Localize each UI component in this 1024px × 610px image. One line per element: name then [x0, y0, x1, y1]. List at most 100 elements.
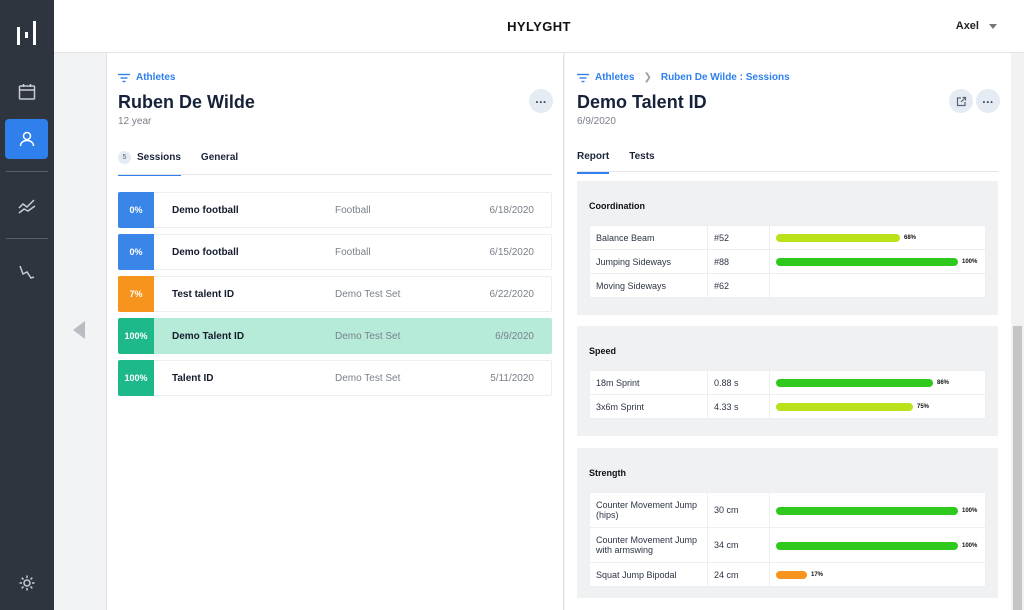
user-name: Axel [955, 20, 979, 32]
tab-sessions-label: Sessions [137, 152, 181, 163]
test-name: Counter Movement Jump (hips) [589, 492, 708, 528]
session-row[interactable]: 0% Demo football Football 6/18/2020 [118, 192, 552, 228]
score-percent: 100% [962, 542, 978, 549]
test-value: #52 [707, 225, 770, 250]
more-icon: ... [982, 92, 994, 106]
athlete-panel: Athletes Ruben De Wilde 12 year ... 5 Se… [107, 53, 564, 610]
user-menu[interactable]: Axel [956, 20, 997, 32]
report-section-speed: Speed 18m Sprint 0.88 s 86% 3x6m Sprint … [577, 326, 998, 436]
tab-report-label: Report [577, 151, 610, 162]
test-value: 30 cm [707, 492, 770, 528]
test-value: 24 cm [707, 562, 770, 587]
user-icon [19, 131, 34, 147]
back-gutter [54, 53, 107, 610]
session-name: Demo football [172, 246, 239, 258]
rail-divider [6, 238, 48, 239]
breadcrumb: Athletes [118, 72, 175, 83]
session-row-selected[interactable]: 100% Demo Talent ID Demo Test Set 6/9/20… [118, 318, 552, 354]
score-bar [776, 506, 958, 515]
tab-divider [577, 171, 998, 172]
logo-icon[interactable] [15, 18, 39, 48]
session-row[interactable]: 7% Test talent ID Demo Test Set 6/22/202… [118, 276, 552, 312]
test-row: Jumping Sideways #88 100% [589, 249, 986, 274]
test-value: 34 cm [707, 527, 770, 563]
filter-icon [118, 73, 130, 82]
chevron-right-icon: ❯ [643, 72, 652, 83]
nav-calendar[interactable] [5, 72, 48, 112]
tab-tests[interactable]: Tests [629, 151, 654, 173]
tab-general-label: General [200, 152, 239, 163]
nav-athletes[interactable] [5, 119, 48, 159]
test-name: 3x6m Sprint [589, 394, 708, 419]
session-progress: 100% [118, 360, 154, 396]
test-value: #62 [707, 273, 770, 298]
test-score: 100% [769, 249, 986, 274]
back-arrow-icon[interactable] [73, 321, 85, 339]
tab-tests-label: Tests [629, 151, 655, 162]
session-type: Football [335, 246, 371, 258]
more-icon: ... [535, 92, 547, 106]
test-value: 0.88 s [707, 370, 770, 395]
session-title: Demo Talent ID [577, 92, 707, 112]
test-table: Counter Movement Jump (hips) 30 cm 100% … [589, 492, 986, 587]
session-progress: 100% [118, 318, 154, 354]
nav-trends[interactable] [5, 186, 48, 226]
tab-sessions[interactable]: 5 Sessions [118, 151, 181, 176]
section-title: Strength [589, 468, 626, 478]
session-type: Football [335, 204, 371, 216]
app-title: HYLYGHT [507, 19, 571, 34]
breadcrumb-sessions[interactable]: Ruben De Wilde : Sessions [660, 72, 790, 83]
report-section-strength: Strength Counter Movement Jump (hips) 30… [577, 448, 998, 598]
sessions-count-badge: 5 [118, 151, 131, 164]
session-progress: 7% [118, 276, 154, 312]
session-name: Demo football [172, 204, 239, 216]
session-name: Talent ID [172, 372, 214, 384]
test-row: Moving Sideways #62 [589, 273, 986, 298]
score-percent: 75% [917, 404, 930, 411]
scrollbar[interactable] [1011, 53, 1024, 610]
score-percent: 86% [937, 380, 950, 387]
nav-analytics[interactable] [5, 252, 48, 292]
export-button[interactable] [949, 89, 973, 113]
test-score: 86% [769, 370, 986, 395]
session-date: 6/15/2020 [489, 246, 535, 258]
breadcrumb-athletes[interactable]: Athletes [136, 72, 176, 83]
tab-report[interactable]: Report [577, 151, 610, 174]
report-section-coordination: Coordination Balance Beam #52 68% Jumpin… [577, 181, 998, 315]
test-score [769, 273, 986, 298]
session-type: Demo Test Set [335, 372, 401, 384]
more-button[interactable]: ... [976, 89, 1000, 113]
more-button[interactable]: ... [529, 89, 553, 113]
test-row: Balance Beam #52 68% [589, 225, 986, 250]
test-score: 68% [769, 225, 986, 250]
session-type: Demo Test Set [335, 330, 401, 342]
session-list: 0% Demo football Football 6/18/2020 0% D… [118, 192, 552, 402]
session-row[interactable]: 0% Demo football Football 6/15/2020 [118, 234, 552, 270]
gear-icon [19, 575, 34, 591]
breadcrumb: Athletes ❯ Ruben De Wilde : Sessions [577, 72, 790, 83]
test-name: Balance Beam [589, 225, 708, 250]
test-value: #88 [707, 249, 770, 274]
test-score: 100% [769, 527, 986, 563]
test-row: 3x6m Sprint 4.33 s 75% [589, 394, 986, 419]
test-score: 75% [769, 394, 986, 419]
session-row[interactable]: 100% Talent ID Demo Test Set 5/11/2020 [118, 360, 552, 396]
session-name: Demo Talent ID [172, 330, 245, 342]
test-table: 18m Sprint 0.88 s 86% 3x6m Sprint 4.33 s… [589, 370, 986, 419]
test-row: Squat Jump Bipodal 24 cm 17% [589, 562, 986, 587]
breadcrumb-athletes[interactable]: Athletes [595, 72, 635, 83]
tab-general[interactable]: General [201, 151, 238, 175]
test-row: Counter Movement Jump (hips) 30 cm 100% [589, 492, 986, 528]
athlete-name: Ruben De Wilde [118, 92, 255, 112]
session-tabs: Report Tests [577, 151, 655, 174]
scrollbar-thumb[interactable] [1013, 326, 1022, 610]
test-value: 4.33 s [707, 394, 770, 419]
score-percent: 100% [962, 259, 978, 266]
section-title: Speed [589, 346, 617, 356]
session-name: Test talent ID [172, 288, 235, 300]
nav-settings[interactable] [5, 563, 48, 603]
test-score: 17% [769, 562, 986, 587]
session-type: Demo Test Set [335, 288, 401, 300]
session-panel: Athletes ❯ Ruben De Wilde : Sessions Dem… [565, 53, 1011, 610]
session-date: 6/18/2020 [489, 204, 535, 216]
